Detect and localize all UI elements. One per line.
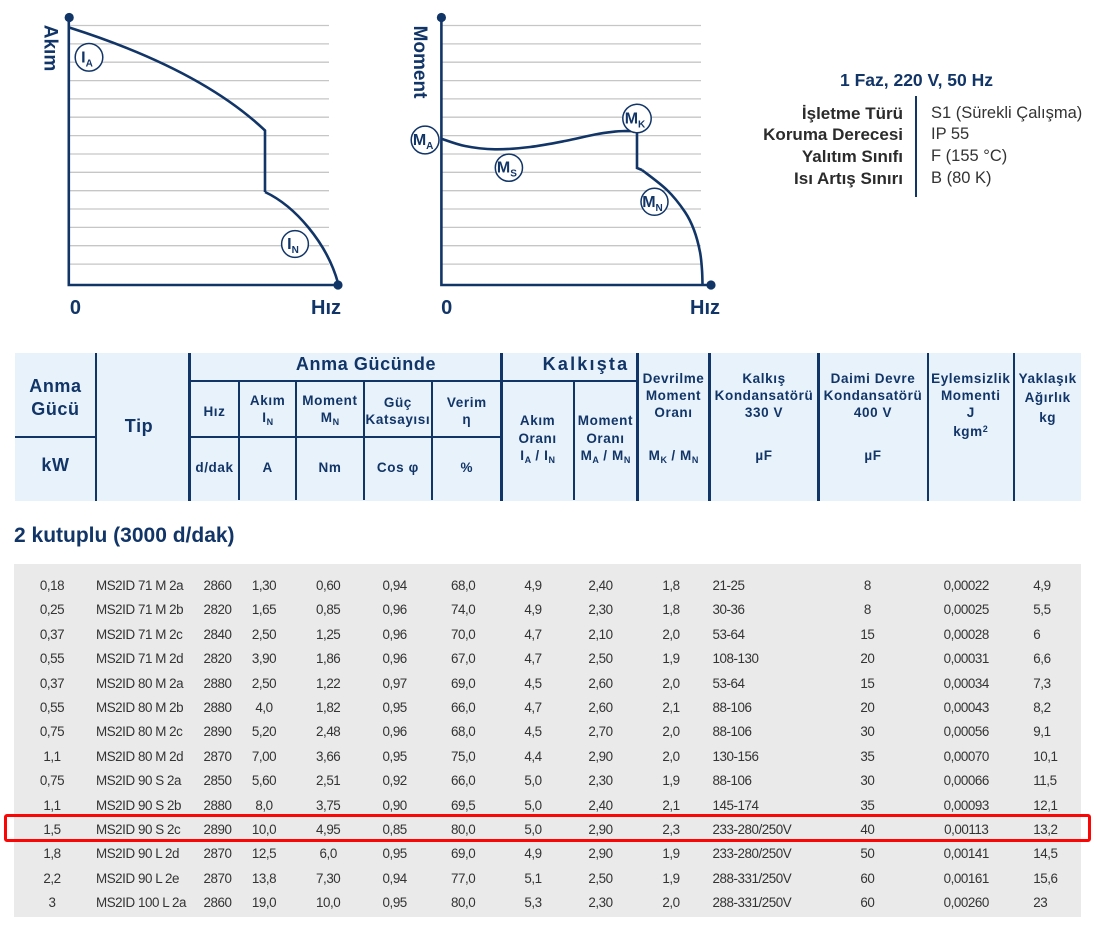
svg-text:IA: IA: [81, 49, 93, 69]
svg-text:Moment: Moment: [409, 26, 430, 100]
svg-text:Hız: Hız: [690, 297, 720, 319]
svg-text:0: 0: [70, 297, 81, 319]
svg-text:Akım: Akım: [40, 25, 61, 71]
svg-text:Hız: Hız: [311, 297, 341, 319]
svg-text:0: 0: [441, 297, 452, 319]
svg-text:IN: IN: [287, 236, 299, 256]
